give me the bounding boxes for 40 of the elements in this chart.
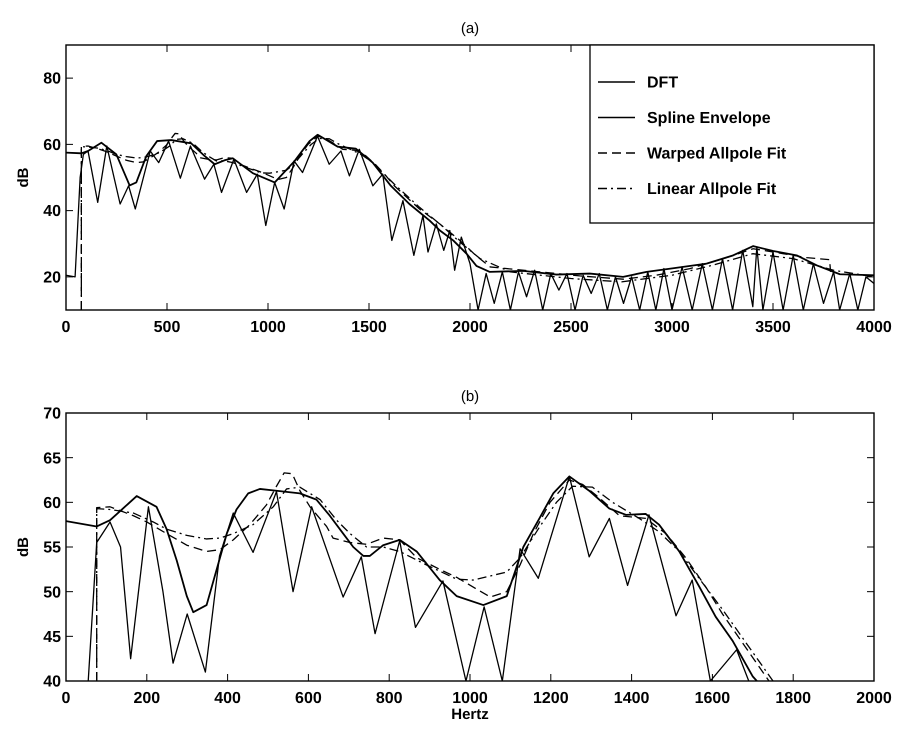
x-tick-label: 800 xyxy=(376,690,403,707)
x-tick-label: 1000 xyxy=(452,690,488,707)
x-tick-label: 200 xyxy=(133,690,160,707)
x-tick-label: 1600 xyxy=(694,690,730,707)
y-tick-label: 40 xyxy=(43,674,62,691)
x-tick-label: 2500 xyxy=(553,319,589,336)
y-tick-label: 60 xyxy=(43,494,62,512)
legend-label: Spline Envelope xyxy=(647,110,771,128)
x-tick-label: 1400 xyxy=(614,690,650,707)
chart-title: (a) xyxy=(460,20,480,37)
legend-label: Warped Allpole Fit xyxy=(647,146,787,163)
x-tick-label: 400 xyxy=(214,690,242,707)
x-tick-label: 2000 xyxy=(856,690,892,707)
x-tick-label: 500 xyxy=(154,319,180,336)
x-tick-label: 600 xyxy=(295,690,322,707)
y-tick-label: 65 xyxy=(43,450,62,468)
x-tick-label: 3000 xyxy=(654,319,690,336)
y-tick-label: 45 xyxy=(43,628,62,646)
x-tick-label: 0 xyxy=(62,690,71,707)
legend-label: DFT xyxy=(647,74,678,92)
x-tick-label: 1200 xyxy=(533,690,569,707)
y-tick-label: 20 xyxy=(43,269,62,286)
y-tick-label: 55 xyxy=(43,540,62,557)
y-axis-title: dB xyxy=(15,167,32,188)
x-tick-label: 1000 xyxy=(250,319,286,336)
y-tick-label: 50 xyxy=(43,584,62,602)
chart-title: (b) xyxy=(460,388,480,405)
legend-label: Linear Allpole Fit xyxy=(647,181,777,198)
x-tick-label: 1800 xyxy=(775,690,812,707)
y-tick-label: 70 xyxy=(43,406,62,423)
x-tick-label: 1500 xyxy=(351,319,387,336)
x-axis-title: Hertz xyxy=(451,706,489,723)
y-tick-label: 80 xyxy=(43,70,62,88)
y-tick-label: 60 xyxy=(43,136,62,154)
x-tick-label: 0 xyxy=(62,319,71,336)
y-axis-title: dB xyxy=(15,536,32,557)
x-tick-label: 4000 xyxy=(856,319,892,336)
x-tick-label: 3500 xyxy=(755,319,791,336)
y-tick-label: 40 xyxy=(43,203,62,220)
x-tick-label: 2000 xyxy=(452,319,488,336)
